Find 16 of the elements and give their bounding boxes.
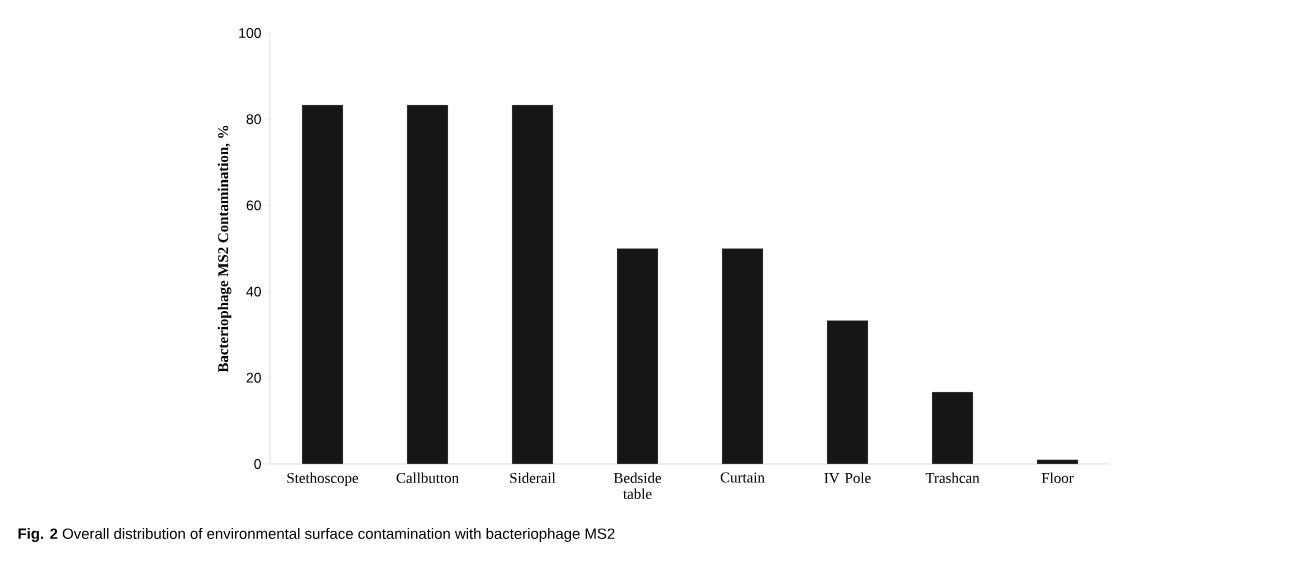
y-tick-label: 60 xyxy=(246,200,261,211)
y-axis-title: Bacteriophage MS2 Contamination, % xyxy=(217,125,232,373)
x-tick-label: Stethoscope xyxy=(287,472,359,487)
y-tick-label: 100 xyxy=(239,28,261,38)
x-tick-label: Siderail xyxy=(510,472,556,484)
text: Fig. 2 Overall distribution of environmental surface contamination with bacteriophage MS2 xyxy=(18,527,615,542)
x-tick-label: IV Pole xyxy=(824,472,871,484)
x-tick-label: Trashcan xyxy=(925,472,980,484)
y-tick-label: 80 xyxy=(246,114,261,125)
x-tick-label: Callbutton xyxy=(396,472,459,484)
x-tick-label: Bedside table xyxy=(613,472,662,499)
y-tick-label: 20 xyxy=(246,372,261,383)
x-tick-label: Floor xyxy=(1041,472,1074,484)
x-tick-label: Curtain xyxy=(720,472,765,483)
y-tick-label: 40 xyxy=(246,286,261,297)
y-tick-label: 0 xyxy=(254,459,261,469)
